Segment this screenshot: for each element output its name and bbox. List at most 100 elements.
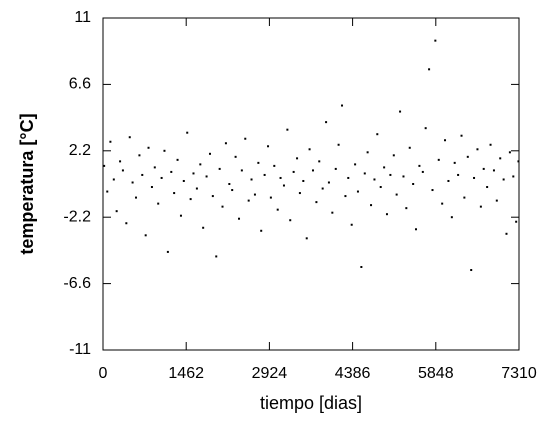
point <box>366 151 369 154</box>
point <box>318 160 321 163</box>
point <box>512 175 515 178</box>
point <box>199 163 202 166</box>
x-tick-label: 1462 <box>168 365 204 382</box>
point <box>211 195 214 198</box>
point <box>479 205 482 208</box>
point <box>453 161 456 164</box>
point <box>244 137 247 140</box>
point <box>418 164 421 167</box>
point <box>363 172 366 175</box>
point <box>402 175 405 178</box>
point <box>515 220 518 223</box>
point <box>128 136 131 139</box>
point <box>344 195 347 198</box>
point <box>412 183 415 185</box>
point <box>444 139 447 142</box>
point <box>160 176 163 179</box>
point <box>414 228 417 231</box>
point <box>331 211 334 214</box>
point <box>492 169 495 172</box>
point <box>350 223 353 226</box>
point <box>428 68 431 71</box>
point <box>234 155 237 158</box>
point <box>385 213 388 216</box>
point <box>482 167 485 170</box>
y-tick-label: -6.6 <box>63 275 91 292</box>
point <box>173 192 176 195</box>
y-tick-label: 11 <box>74 9 91 26</box>
point <box>125 222 128 225</box>
point <box>508 151 511 154</box>
point <box>103 164 106 167</box>
point <box>395 193 398 196</box>
point <box>311 169 314 172</box>
point <box>447 179 450 182</box>
point <box>250 178 253 181</box>
point <box>135 196 138 199</box>
point <box>228 183 231 185</box>
point <box>170 170 173 173</box>
point <box>463 196 466 199</box>
point <box>441 202 444 205</box>
point <box>195 187 198 190</box>
point <box>383 166 386 169</box>
x-tick-label: 0 <box>99 365 108 382</box>
point <box>434 39 437 42</box>
point <box>354 163 357 166</box>
point <box>267 145 270 148</box>
y-tick-label: -11 <box>69 341 91 358</box>
point <box>370 204 373 207</box>
point <box>276 208 279 211</box>
point <box>205 175 208 178</box>
point <box>179 214 182 217</box>
point <box>399 110 402 113</box>
point <box>189 198 192 201</box>
point <box>269 196 272 199</box>
point <box>119 160 122 163</box>
point <box>373 178 376 181</box>
point <box>163 149 166 152</box>
point <box>215 255 218 258</box>
point <box>109 140 112 143</box>
point <box>176 158 179 161</box>
point <box>450 216 453 219</box>
point <box>334 167 337 170</box>
point <box>360 266 363 268</box>
x-tick-label: 2924 <box>252 365 288 382</box>
point <box>289 219 292 222</box>
point <box>308 148 311 151</box>
point <box>517 160 520 163</box>
point <box>240 169 243 172</box>
point <box>347 176 350 179</box>
point <box>106 190 109 193</box>
point <box>253 193 256 196</box>
x-axis-label: tiempo [dias] <box>260 393 362 413</box>
point <box>325 121 328 124</box>
point <box>495 199 498 202</box>
x-tick-label: 4386 <box>335 365 371 382</box>
point <box>208 152 211 155</box>
point <box>296 157 299 160</box>
point <box>150 186 153 189</box>
point <box>437 158 440 161</box>
point <box>182 179 185 182</box>
point <box>263 173 266 176</box>
point <box>138 154 141 157</box>
point <box>121 169 124 172</box>
point <box>302 179 305 182</box>
point <box>260 229 263 232</box>
point <box>476 148 479 151</box>
point <box>231 189 234 192</box>
point <box>431 189 434 192</box>
point <box>192 172 195 175</box>
point <box>470 269 473 272</box>
point <box>376 133 379 136</box>
point <box>279 176 282 179</box>
point <box>238 217 241 220</box>
y-tick-label: 2.2 <box>69 142 91 159</box>
point <box>112 178 115 181</box>
point <box>379 186 382 189</box>
point <box>147 146 150 149</box>
point <box>144 234 147 237</box>
point <box>392 154 395 157</box>
